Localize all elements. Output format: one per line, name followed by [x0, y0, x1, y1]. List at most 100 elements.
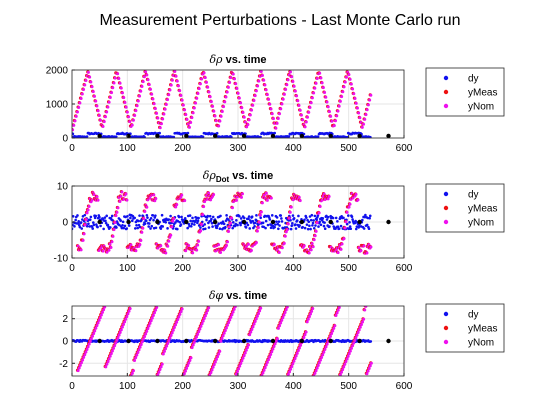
- dy-point: [323, 227, 327, 231]
- dy-point: [224, 225, 227, 229]
- dy-point: [180, 215, 183, 219]
- dy-point: [76, 214, 79, 217]
- ynom-point: [83, 223, 87, 227]
- ynom-point: [125, 315, 129, 319]
- ynom-point: [360, 125, 364, 129]
- title-symbol: δρ: [209, 53, 223, 66]
- ynom-point: [169, 233, 173, 237]
- ynom-point: [310, 96, 314, 100]
- ynom-point: [324, 345, 328, 349]
- dy-point: [106, 223, 110, 227]
- ynom-point: [130, 248, 134, 252]
- ynom-point: [341, 368, 345, 372]
- ynom-point: [198, 82, 202, 86]
- ynom-point: [289, 367, 293, 371]
- ynom-point: [314, 229, 318, 233]
- ynom-point: [195, 335, 199, 339]
- ynom-point: [122, 197, 126, 201]
- ynom-point: [84, 350, 88, 354]
- ynom-point: [307, 110, 311, 114]
- dy-point: [271, 224, 275, 228]
- ynom-point: [119, 194, 123, 198]
- ynom-point: [167, 93, 171, 97]
- ynom-point: [301, 118, 305, 122]
- ynom-point: [201, 213, 205, 217]
- ynom-point: [122, 96, 126, 100]
- legend-label-dy: dy: [468, 190, 479, 201]
- ynom-point: [210, 368, 214, 372]
- ynom-point: [304, 330, 308, 334]
- ynom-point: [260, 201, 264, 205]
- title-symbol: δρ: [203, 169, 217, 182]
- ynom-point: [103, 115, 107, 119]
- ynom-point: [94, 326, 98, 330]
- ynom-point: [134, 109, 138, 113]
- dy-point: [126, 215, 129, 218]
- x-tick-label: 300: [230, 143, 247, 154]
- ynom-point: [197, 330, 201, 334]
- ynom-point: [97, 114, 101, 118]
- x-tick-label: 100: [119, 263, 136, 274]
- y-tick-label: 10: [57, 182, 69, 193]
- dy-point: [179, 223, 183, 226]
- dy-point: [89, 215, 93, 219]
- ynom-point: [231, 206, 235, 210]
- dy-point: [368, 216, 371, 220]
- ynom-point: [184, 249, 188, 253]
- ynom-point: [299, 343, 303, 347]
- ynom-point: [89, 80, 93, 84]
- ynom-point: [156, 116, 160, 120]
- legend-box: [425, 303, 505, 353]
- y-tick-label: -2: [59, 359, 68, 370]
- ynom-point: [202, 71, 206, 75]
- ynom-point: [106, 360, 110, 364]
- ynom-point: [127, 309, 131, 313]
- dy-point: [136, 226, 140, 230]
- dy-point: [103, 216, 107, 219]
- ynom-point: [98, 316, 102, 320]
- ynom-point: [282, 92, 286, 96]
- ynom-point: [257, 312, 261, 316]
- dy-point: [186, 226, 189, 230]
- dy-point: [129, 216, 132, 220]
- dy-point: [354, 227, 358, 231]
- dy-point: [166, 227, 169, 230]
- x-tick-label: 0: [69, 143, 75, 154]
- ynom-point: [86, 70, 90, 74]
- ynom-point: [180, 307, 184, 311]
- ynom-point: [353, 338, 357, 342]
- ynom-point: [246, 123, 250, 127]
- panel-title: δφ vs. time: [209, 289, 267, 302]
- ynom-point: [235, 369, 239, 373]
- ynom-point: [315, 366, 319, 370]
- ynom-point: [178, 89, 182, 93]
- ynom-point: [167, 239, 171, 243]
- event-marker: [97, 133, 102, 138]
- dy-point: [190, 222, 194, 226]
- dy-point: [230, 135, 233, 138]
- ynom-point: [202, 316, 206, 320]
- dy-point: [201, 135, 205, 138]
- ynom-point: [269, 107, 273, 111]
- ynom-point: [340, 242, 344, 246]
- x-tick-label: 100: [119, 143, 136, 154]
- ynom-point: [295, 351, 299, 355]
- ynom-point: [287, 216, 291, 220]
- dy-point: [253, 225, 256, 228]
- ynom-point: [180, 98, 184, 102]
- ynom-point: [356, 198, 360, 202]
- dy-point: [221, 220, 225, 224]
- dy-point: [280, 217, 283, 220]
- dy-point: [99, 224, 102, 228]
- ynom-point: [247, 118, 251, 122]
- dy-point: [278, 224, 281, 227]
- ynom-point: [107, 248, 111, 252]
- ynom-point: [171, 219, 175, 223]
- ynom-point: [236, 91, 240, 95]
- ynom-point: [228, 318, 232, 322]
- legend-marker-dy: [443, 191, 449, 197]
- dy-point: [295, 219, 299, 222]
- ynom-point: [257, 79, 261, 83]
- ynom-point: [261, 371, 265, 375]
- ynom-point: [243, 120, 247, 124]
